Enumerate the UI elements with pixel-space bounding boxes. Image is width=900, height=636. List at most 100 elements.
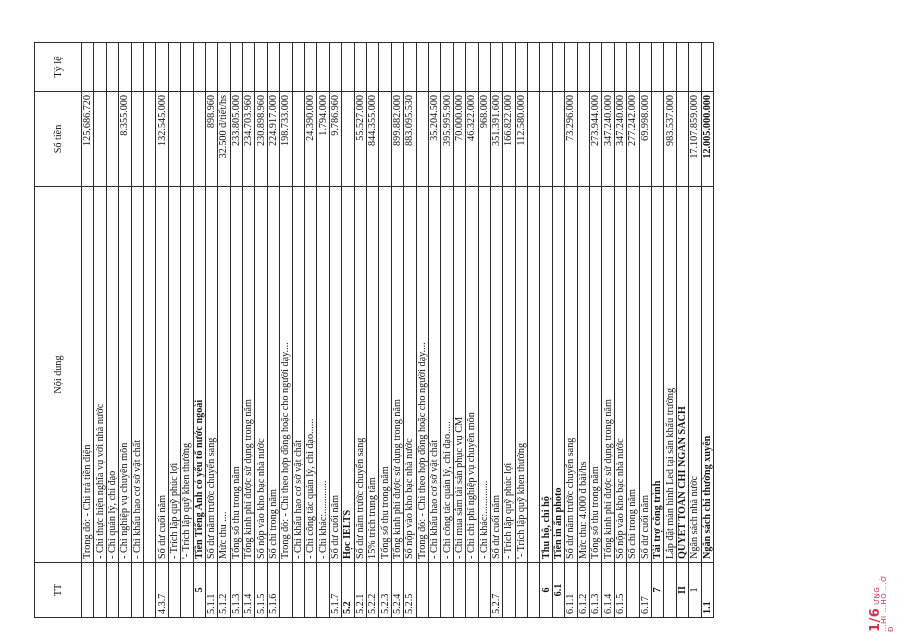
cell-noi-dung: '- Trích lập quỹ khen thưởng [515,186,528,563]
cell-so-tien: 983.537.000 [663,91,677,187]
cell-tt [416,562,429,618]
cell-tt [515,562,528,618]
cell-noi-dung: Mức thu: 4.000 đ bài/hs [577,186,590,563]
table-row: 5.2.2 15% trích trung tâm 844.355.000 [366,42,379,618]
cell-tt [440,562,454,618]
table-row: 6.1.4 Tổng kinh phí được sử dụng trong nă… [601,42,615,618]
cell-tt [316,562,330,618]
table-row: 6.1.5 Số nộp vào kho bạc nhà nước 347.240.… [614,42,627,618]
table-row: 5.1.1 Số dư năm trước chuyển sang 898.960 [205,42,218,618]
table-row [527,42,540,618]
cell-so-tien [577,91,590,187]
table-row: 6.1.1 Số dư năm trước chuyển sang 73.296.0… [564,42,578,618]
cell-so-tien: 883.095.530 [403,91,417,187]
cell-noi-dung: Số dư năm trước chuyển sang [354,186,367,563]
cell-noi-dung: Số nộp vào kho bạc nhà nước [614,186,627,563]
table-row: 5.2.4 Tổng kinh phí được sử dụng trong nă… [391,42,404,618]
cell-so-tien: 132.545.000 [155,91,169,187]
table-row: - Chi khác:............. 968.000 [478,42,491,618]
cell-so-tien: 273.944.000 [589,91,602,187]
table-row: 5.1.6 Số chi trong năm 224.917.000 [267,42,280,618]
cell-tt: 6.1 [552,562,565,618]
cell-so-tien [168,91,181,187]
cell-tt: 5.2 [341,562,355,618]
cell-so-tien [651,91,664,187]
cell-tt [292,562,305,618]
cell-ty-le [577,42,590,92]
cell-so-tien: 899.882.000 [391,91,404,187]
cell-ty-le [478,42,491,92]
cell-ty-le [527,42,540,92]
cell-ty-le [341,42,355,92]
cell-ty-le [205,42,218,92]
cell-ty-le [552,42,565,92]
cell-noi-dung: - Chi khấu hao cơ sở vật chất [131,186,144,563]
cell-tt: 6.1.3 [589,562,602,618]
cell-ty-le [168,42,181,92]
cell-noi-dung: - Chi chi phí nghiệp vụ chuyên môn [465,186,478,563]
table-row: - Chi công tác quản lý, chỉ đạo...... 24.… [304,42,317,618]
header-noi-dung: Nội dung [34,186,82,563]
table-row [143,42,156,618]
cell-ty-le [440,42,454,92]
cell-so-tien: 351.391.600 [490,91,503,187]
cell-noi-dung: QUYẾT TOÁN CHI NGÂN SÁCH [676,186,689,563]
cell-tt [626,562,640,618]
cell-so-tien [106,91,119,187]
cell-so-tien [292,91,305,187]
header-so-tien: Số tiền [34,91,82,187]
cell-tt: 6 [539,562,553,618]
cell-so-tien: 1.794.000 [316,91,330,187]
cell-ty-le [304,42,317,92]
cell-tt [527,562,540,618]
cell-ty-le [688,42,702,92]
table-row: 6.17 Số dư cuối năm 69.998.000 [639,42,652,618]
cell-tt [663,562,677,618]
table-row: - Trích lập quỹ phúc lợi 166.822.000 [502,42,516,618]
cell-tt [304,562,317,618]
table-row: - Chi chi phí nghiệp vụ chuyên môn 46.322… [465,42,478,618]
cell-ty-le [391,42,404,92]
table-row: Trong đó: - Chi trả tiền điện 125.686.720 [81,42,94,618]
table-row: 6.1.2 Mức thu: 4.000 đ bài/hs [577,42,590,618]
cell-ty-le [93,42,107,92]
cell-ty-le [502,42,516,92]
cell-tt: 5.2.3 [378,562,392,618]
red-stamp: 1/6 ƯNG ...HI ...HỒ ...Ờ Đ [868,574,895,632]
cell-ty-le [515,42,528,92]
cell-tt [93,562,107,618]
cell-ty-le [626,42,640,92]
table-body: Trong đó: - Chi trả tiền điện 125.686.720… [81,42,714,618]
cell-so-tien: 9.786.960 [329,91,342,187]
table-row: 6.1.3 Tổng số thu trong năm 273.944.000 [589,42,602,618]
cell-so-tien [193,91,206,187]
table-row: - Chi khấu hao cơ sở vật chất 35.204.500 [428,42,441,618]
cell-so-tien [143,91,156,187]
cell-noi-dung: - Chi công tác quản lý, chỉ đạo..... [440,186,454,563]
cell-tt: 6.1.4 [601,562,615,618]
cell-so-tien: 347.240.000 [601,91,615,187]
cell-ty-le [143,42,156,92]
cell-so-tien: 968.000 [478,91,491,187]
cell-ty-le [539,42,553,92]
cell-so-tien: 844.355.000 [366,91,379,187]
cell-tt [81,562,94,618]
cell-noi-dung: - Chi khấu hao cơ sở vật chất [292,186,305,563]
cell-so-tien: 32.500 đ/tiết/hs [217,91,231,187]
cell-noi-dung: - Chi thực hiện nghĩa vụ với nhà nước [93,186,107,563]
cell-ty-le [106,42,119,92]
cell-tt [143,562,156,618]
table-row: Số chi trong năm 277.242.000 [626,42,640,618]
cell-ty-le [416,42,429,92]
table-row: - Chi nghiệp vụ chuyên môn 8.355.000 [118,42,132,618]
table-row: - Chi mua sắm tài sản phục vụ CM 70.000.0… [453,42,466,618]
cell-so-tien [131,91,144,187]
cell-noi-dung: Tổng số thu trong năm [378,186,392,563]
cell-so-tien: 125.686.720 [81,91,94,187]
table-row: 5.1.2 Mức thu .... 32.500 đ/tiết/hs [217,42,231,618]
cell-so-tien: 198.733.000 [279,91,293,187]
cell-noi-dung: Số chi trong năm [626,186,640,563]
cell-tt: 6.1.5 [614,562,627,618]
cell-ty-le [490,42,503,92]
cell-so-tien: 69.998.000 [639,91,652,187]
